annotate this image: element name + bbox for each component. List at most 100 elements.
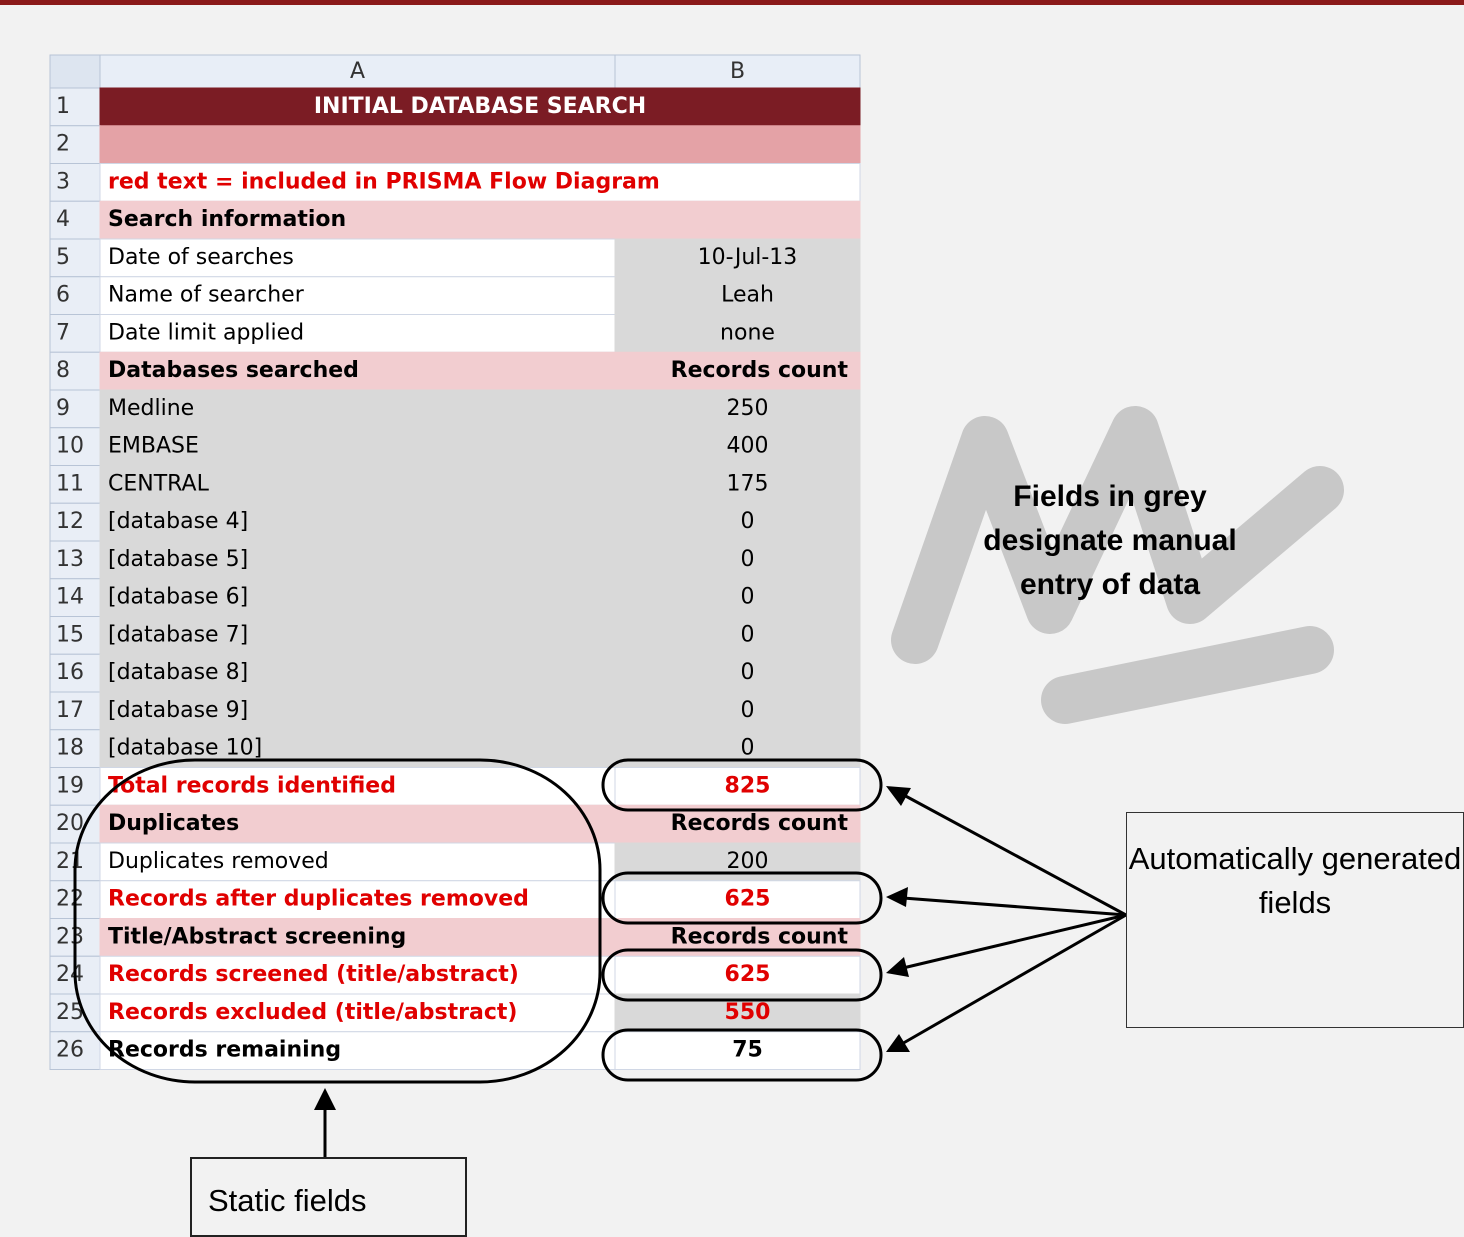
row-number: 26 <box>56 1038 84 1063</box>
cell-text: Databases searched <box>108 358 359 383</box>
cell <box>99 616 616 655</box>
row-number: 7 <box>56 320 70 345</box>
cell-text: [database 7] <box>108 622 248 647</box>
cell <box>614 880 861 919</box>
cell <box>614 276 861 315</box>
arrowhead <box>314 1088 336 1110</box>
cell <box>614 616 861 655</box>
callouts <box>73 758 1127 1157</box>
cell-text: Search information <box>108 207 346 232</box>
cell-value: 75 <box>732 1038 763 1063</box>
cell <box>99 767 616 806</box>
row-header <box>49 767 101 806</box>
cell <box>99 465 616 504</box>
cell-text: Title/Abstract screening <box>108 924 406 949</box>
row-header <box>49 616 101 655</box>
auto-ellipse <box>601 948 883 1002</box>
row-number: 10 <box>56 434 84 459</box>
row-header <box>49 729 101 768</box>
column-label: B <box>730 59 745 84</box>
cell <box>614 314 861 353</box>
cell <box>614 578 861 617</box>
cell <box>614 502 861 542</box>
row-number: 3 <box>56 169 70 194</box>
row-number: 23 <box>56 924 84 949</box>
row-header <box>49 163 101 202</box>
watermark <box>891 406 1344 724</box>
cell-text: Date limit applied <box>108 320 304 345</box>
cell <box>614 540 861 580</box>
row-number: 18 <box>56 736 84 761</box>
cell <box>614 804 861 844</box>
row-number: 22 <box>56 887 84 912</box>
row-header <box>49 314 101 353</box>
cell <box>614 653 861 693</box>
cell-value: 250 <box>727 396 769 421</box>
auto-note: Automatically generated fields <box>1126 812 1464 1028</box>
cell-text: Records remaining <box>108 1038 341 1063</box>
arrow <box>899 791 1127 917</box>
cell-value: 0 <box>741 547 755 572</box>
corner-cell <box>49 54 101 89</box>
static-note: Static fields <box>190 1157 467 1237</box>
cell <box>99 314 616 353</box>
cell-value: 10-Jul-13 <box>698 245 798 270</box>
cell <box>99 125 861 164</box>
cell-text: Records screened (title/abstract) <box>108 962 519 987</box>
row-number: 19 <box>56 773 84 798</box>
row-number: 20 <box>56 811 84 836</box>
cell-value: 625 <box>725 962 771 987</box>
cell <box>99 276 616 315</box>
cell-text: Records excluded (title/abstract) <box>108 1000 517 1025</box>
row-number: 17 <box>56 698 84 723</box>
cell <box>99 427 616 466</box>
cell-text: Records after duplicates removed <box>108 887 529 912</box>
cell-value: 0 <box>741 622 755 647</box>
row-number: 15 <box>56 622 84 647</box>
cell-text: Duplicates removed <box>108 849 329 874</box>
cell-text: Date of searches <box>108 245 294 270</box>
cell-text: [database 5] <box>108 547 248 572</box>
cell-text: EMBASE <box>108 434 199 459</box>
cell-value: 825 <box>725 773 771 798</box>
cell <box>99 691 616 731</box>
row-number: 8 <box>56 358 70 383</box>
cell-text: Duplicates <box>108 811 239 836</box>
row-header <box>49 691 101 731</box>
cell <box>99 87 861 127</box>
row-number: 6 <box>56 283 70 308</box>
cell <box>99 918 616 957</box>
column-header <box>614 54 861 89</box>
row-number: 13 <box>56 547 84 572</box>
row-number: 24 <box>56 962 84 987</box>
cell-text: CENTRAL <box>108 471 210 496</box>
auto-ellipse <box>601 758 883 812</box>
arrowhead <box>886 1034 910 1052</box>
row-number: 2 <box>56 132 70 157</box>
row-number: 5 <box>56 245 70 270</box>
cell <box>99 163 861 202</box>
cell <box>99 842 616 882</box>
row-header <box>49 351 101 391</box>
row-number: 9 <box>56 396 70 421</box>
row-number: 14 <box>56 585 84 610</box>
cell <box>99 200 861 240</box>
arrow <box>902 896 1127 917</box>
cell <box>99 540 616 580</box>
cell-value: 0 <box>741 660 755 685</box>
arrow <box>902 913 1127 970</box>
cell <box>99 955 616 995</box>
cell-text: Name of searcher <box>108 283 305 308</box>
cell-text: [database 10] <box>108 736 262 761</box>
cell-value: 550 <box>725 1000 771 1025</box>
cell-value: 0 <box>741 509 755 534</box>
cell-value: 625 <box>725 887 771 912</box>
cell-value: Records count <box>671 358 849 383</box>
arrowhead <box>886 957 909 977</box>
cell-text: [database 8] <box>108 660 248 685</box>
static-ellipse <box>73 758 602 1084</box>
manual-note: Fields in grey designate manual entry of… <box>983 480 1237 601</box>
cell-value: Leah <box>721 283 774 308</box>
